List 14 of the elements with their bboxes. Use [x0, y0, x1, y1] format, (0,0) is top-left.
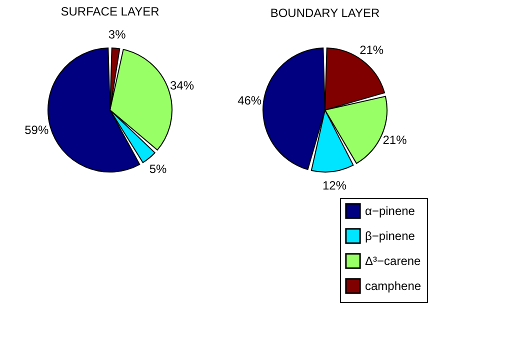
data-label: 21%: [360, 42, 384, 57]
data-label: 5%: [149, 162, 168, 176]
legend-label: α−pinene: [365, 204, 416, 218]
legend-label: Δ³−carene: [365, 254, 422, 268]
data-label: 12%: [322, 178, 347, 192]
data-label: 46%: [238, 93, 262, 108]
chart-title: BOUNDARY LAYER: [270, 6, 380, 20]
data-label: 21%: [382, 133, 408, 148]
data-label: 59%: [24, 122, 49, 137]
data-label: 3%: [108, 27, 126, 42]
data-label: 34%: [170, 78, 194, 93]
chart-title: SURFACE LAYER: [60, 4, 160, 18]
legend-label: camphene: [365, 279, 422, 293]
legend-label: β−pinene: [365, 229, 416, 243]
